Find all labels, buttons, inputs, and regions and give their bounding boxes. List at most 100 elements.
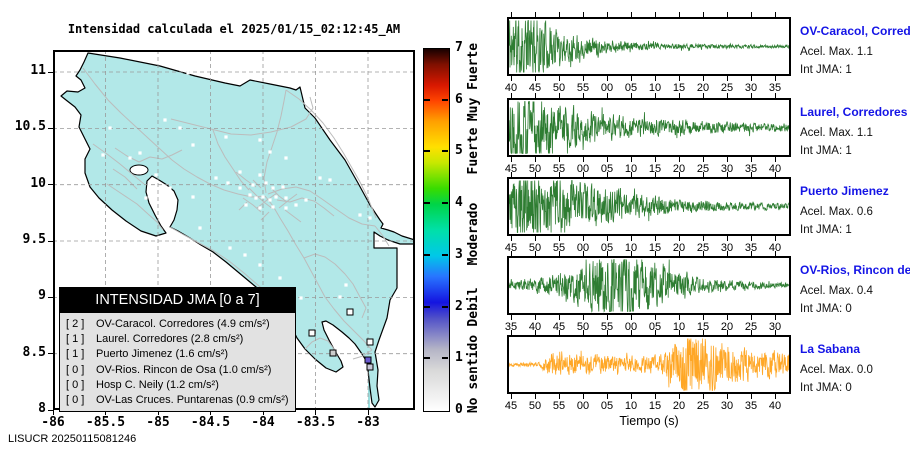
station-marker [264, 181, 268, 185]
intensity-legend-item: [ 0 ] Hosp C. Neily (1.2 cm/s²) [60, 378, 295, 393]
station-marker [358, 213, 362, 217]
map-x-tick [262, 410, 264, 415]
seismogram-top-tick [654, 251, 656, 256]
map-y-tick [48, 127, 53, 129]
seismogram-tick-label: 15 [648, 242, 662, 254]
seismogram-tick-label: 05 [624, 82, 638, 94]
station-marker [81, 180, 85, 184]
seismogram-tick-label: 45 [504, 163, 518, 175]
colorbar-tick-label: 4 [455, 195, 463, 211]
legend-intensity-value: [ 0 ] [66, 394, 85, 407]
station-marker [271, 186, 275, 190]
seismogram-top-tick [630, 93, 632, 98]
seismogram-tick-label: 40 [504, 82, 518, 94]
seismogram-top-tick [510, 12, 512, 17]
station-marker [268, 150, 272, 154]
seismogram-int-jma: Int JMA: 1 [800, 145, 852, 157]
map-x-tick [210, 410, 211, 415]
seismogram-top-tick [702, 93, 704, 98]
seismogram-tick-label: 20 [672, 242, 686, 254]
legend-station-accel: (1.2 cm/s²) [166, 378, 219, 391]
seismogram-tick-label: 50 [528, 400, 542, 412]
seismogram-int-jma: Int JMA: 1 [800, 224, 852, 236]
seismogram-bottom-tick [774, 236, 776, 241]
colorbar-tick [424, 202, 430, 205]
seismogram-bottom-tick [510, 76, 512, 81]
station-marker [228, 246, 232, 250]
station-marker [258, 206, 262, 210]
seismogram-accel-max: Acel. Max. 0.0 [800, 364, 873, 376]
seismogram-bottom-tick [582, 236, 584, 241]
station-marker [258, 138, 262, 142]
seismogram-top-tick [606, 172, 608, 177]
seismogram-top-tick [750, 330, 752, 335]
seismogram-bottom-tick [534, 394, 536, 399]
seismogram-trace-plot [508, 259, 790, 313]
road [284, 209, 302, 223]
seismogram-tick-label: 30 [744, 82, 758, 94]
seismogram-top-tick [678, 12, 680, 17]
seismogram-top-tick [750, 12, 752, 17]
colorbar-tick-label: 6 [455, 91, 463, 107]
station-marker [299, 296, 303, 300]
seismogram-bottom-tick [510, 157, 512, 162]
seismogram-panel [507, 256, 791, 315]
station-marker [281, 185, 285, 189]
map-y-tick-label: 10.5 [14, 119, 46, 135]
waveform [508, 180, 790, 233]
seismogram-top-tick [654, 330, 656, 335]
costa-rica-map [53, 50, 415, 410]
seismogram-bottom-tick [558, 76, 560, 81]
road [114, 147, 140, 163]
map-y-tick-label: 9.5 [22, 232, 46, 247]
seismogram-top-tick [510, 330, 512, 335]
intensity-legend-title: INTENSIDAD JMA [0 a 7] [59, 287, 296, 313]
seismogram-tick-label: 20 [696, 82, 710, 94]
seismogram-bottom-tick [558, 315, 560, 320]
map-x-tick-label: -83 [356, 415, 380, 430]
seismogram-top-tick [582, 172, 584, 177]
seismogram-top-tick [750, 251, 752, 256]
seismogram-top-tick [774, 251, 776, 256]
legend-station-name: OV-Caracol. Corredores [96, 318, 218, 330]
seismogram-top-tick [558, 251, 560, 256]
seismogram-tick-label: 05 [600, 400, 614, 412]
seismogram-x-axis-label: Tiempo (s) [619, 414, 679, 428]
seismogram-tick-label: 15 [648, 400, 662, 412]
seismogram-tick-label: 40 [768, 400, 782, 412]
map-x-tick-label: -84.5 [190, 415, 231, 430]
seismogram-bottom-tick [726, 315, 728, 320]
legend-station-accel: (1.6 cm/s²) [175, 348, 229, 361]
station-marker [138, 151, 142, 155]
station-marker [168, 186, 172, 190]
lake-arenal [129, 164, 149, 176]
intensity-colorbar [423, 48, 450, 412]
intensity-station-marker [346, 308, 354, 316]
seismogram-bottom-tick [678, 236, 680, 241]
seismogram-top-tick [606, 93, 608, 98]
seismogram-tick-label: 45 [504, 400, 518, 412]
map-x-tick-label: -86 [41, 415, 65, 430]
road [256, 192, 278, 209]
legend-station-name: OV-Rios. Rincon de Osa [96, 363, 219, 376]
seismogram-panel [507, 98, 791, 157]
seismogram-top-tick [510, 251, 512, 256]
seismogram-panel [507, 335, 791, 394]
seismogram-tick-label: 55 [552, 163, 566, 175]
seismogram-tick-label: 00 [600, 82, 614, 94]
station-marker [226, 181, 230, 185]
station-marker [191, 195, 195, 199]
station-marker [244, 203, 248, 207]
waveform [508, 338, 790, 391]
seismogram-tick-label: 20 [672, 400, 686, 412]
seismogram-bottom-tick [750, 394, 752, 399]
seismogram-top-tick [774, 12, 776, 17]
seismogram-top-tick [606, 12, 608, 17]
seismogram-bottom-tick [678, 315, 680, 320]
road [252, 179, 262, 189]
seismogram-top-tick [654, 93, 656, 98]
map-y-tick-label: 8.5 [22, 344, 46, 360]
seismogram-tick-label: 20 [720, 321, 734, 333]
intensity-legend-item: [ 1 ] Laurel. Corredores (2.8 cm/s²) [60, 332, 295, 347]
seismogram-bottom-tick [774, 76, 776, 81]
